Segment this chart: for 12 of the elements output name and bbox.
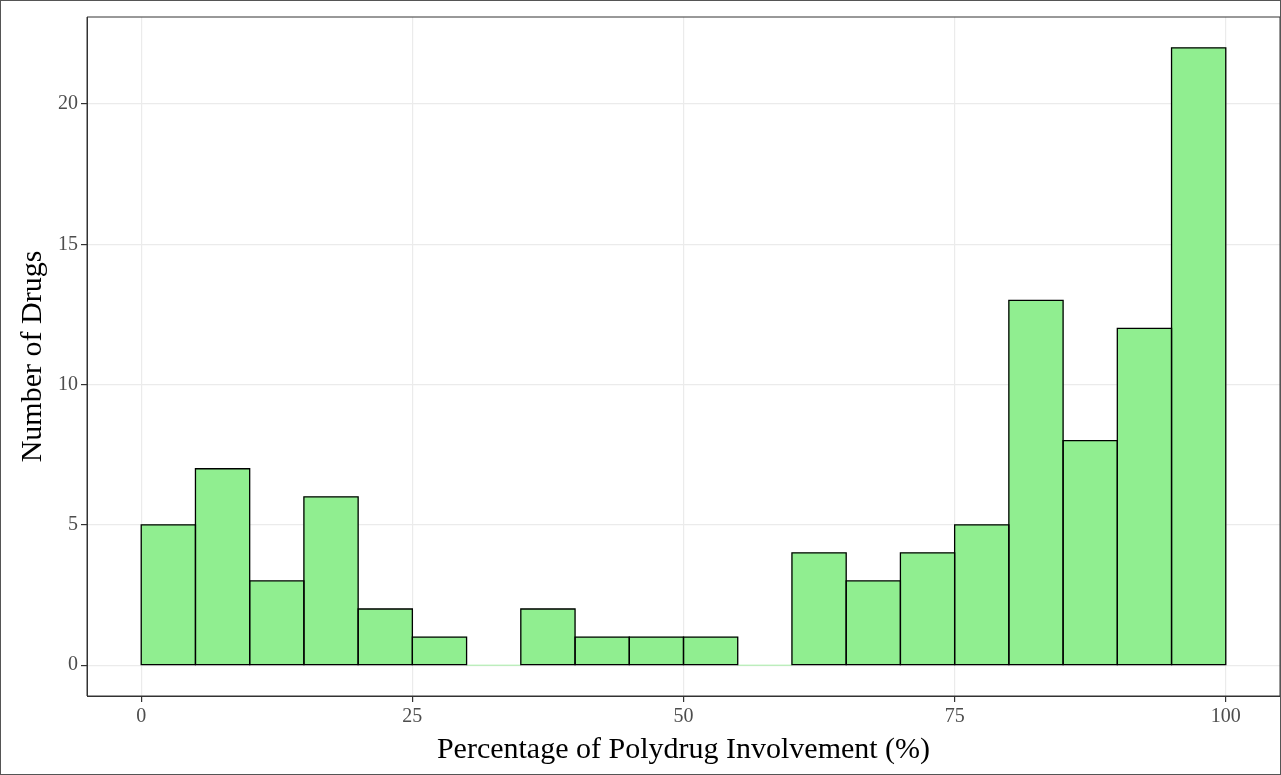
- x-tick-label: 50: [673, 704, 694, 727]
- x-tick-label: 100: [1210, 704, 1241, 727]
- y-tick-label: 5: [68, 512, 78, 535]
- x-tick-label: 25: [402, 704, 423, 727]
- x-tick-label: 75: [944, 704, 965, 727]
- x-tick-label: 0: [136, 704, 147, 727]
- x-axis-title: Percentage of Polydrug Involvement (%): [436, 730, 931, 765]
- y-tick-label: 20: [58, 91, 78, 114]
- y-axis-title: Number of Drugs: [13, 250, 47, 463]
- y-tick-label: 0: [68, 652, 78, 675]
- y-tick-label: 10: [58, 371, 78, 394]
- y-tick-label: 15: [58, 231, 78, 254]
